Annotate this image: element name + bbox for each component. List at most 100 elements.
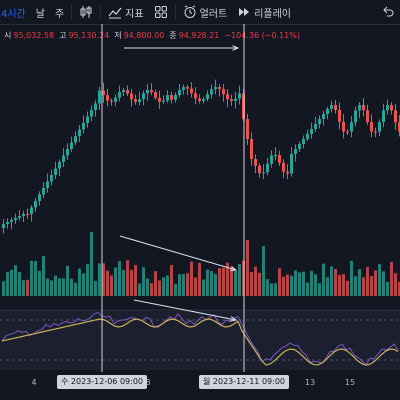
volume-bar — [186, 273, 189, 296]
volume-bar — [82, 273, 85, 296]
candle-body — [74, 136, 77, 143]
candle-body — [302, 139, 305, 144]
candle-body — [282, 162, 285, 172]
price-chart[interactable] — [0, 24, 400, 372]
candle-body — [398, 122, 400, 132]
change-value: −104.36 (−0.11%) — [224, 31, 300, 40]
volume-bar — [338, 274, 341, 296]
indicators-button[interactable]: 지표 — [103, 0, 148, 24]
volume-bar — [202, 279, 205, 296]
candle-body — [198, 98, 201, 101]
candle-body — [142, 93, 145, 100]
volume-bar — [134, 264, 137, 296]
volume-bar — [178, 274, 181, 296]
candle-body — [2, 224, 5, 228]
volume-bar — [274, 283, 277, 296]
volume-bar — [294, 270, 297, 296]
volume-bar — [66, 265, 69, 296]
volume-bar — [318, 283, 321, 296]
candle-body — [382, 110, 385, 123]
volume-bar — [254, 266, 257, 296]
candle-body — [294, 149, 297, 154]
candle-body — [162, 100, 165, 102]
volume-bar — [382, 271, 385, 296]
volume-bar — [258, 272, 261, 296]
candle-body — [154, 92, 157, 98]
volume-bar — [322, 263, 325, 296]
volume-bar — [34, 261, 37, 296]
candle-body — [258, 165, 261, 174]
volume-bar — [350, 260, 353, 296]
ohlc-legend: 시 95,032.58 고 95,130.24 저 94,800.00 종 94… — [4, 30, 303, 41]
volume-bar — [298, 272, 301, 296]
candle-body — [230, 99, 233, 101]
compare-day-label: 날 — [35, 8, 45, 20]
volume-bar — [354, 276, 357, 296]
candle-body — [346, 131, 349, 133]
volume-bar — [262, 246, 265, 296]
candle-body — [218, 87, 221, 90]
annotation-arrow — [133, 299, 237, 321]
volume-bar — [226, 262, 229, 296]
indicators-label: 지표 — [125, 8, 144, 20]
candle-body — [278, 155, 281, 163]
compare-day-button[interactable]: 날 — [31, 0, 50, 24]
candle-body — [118, 92, 121, 98]
volume-bar — [174, 283, 177, 296]
annotation-arrow — [119, 235, 237, 271]
candle-body — [290, 154, 293, 174]
candle-body — [22, 214, 25, 216]
crosshair-time-label: 수 2023-12-06 09:00 — [57, 375, 147, 389]
volume-bar — [370, 275, 373, 296]
volume-bar — [18, 272, 21, 296]
candle-body — [54, 168, 57, 175]
candle-body — [70, 142, 73, 149]
candle-body — [26, 214, 29, 215]
volume-bar — [194, 277, 197, 296]
oscillator-line — [1, 311, 399, 366]
volume-bar — [106, 270, 109, 296]
candle-body — [386, 105, 389, 111]
candle-body — [178, 89, 181, 96]
volume-bar — [342, 274, 345, 296]
candle-body — [274, 155, 277, 157]
open-key: 시 — [4, 31, 12, 40]
high-key: 고 — [59, 31, 67, 40]
undo-button[interactable] — [376, 0, 400, 24]
chart-type-button[interactable] — [74, 0, 98, 24]
time-tick: 13 — [304, 378, 316, 387]
volume-bar — [130, 269, 133, 296]
candle-body — [58, 162, 61, 169]
volume-bar — [234, 270, 237, 296]
interval-button[interactable]: 4시간 — [0, 0, 31, 24]
candle-body — [354, 110, 357, 123]
volume-bar — [198, 262, 201, 296]
candle-body — [82, 123, 85, 130]
candle-body — [158, 97, 161, 102]
candle-body — [98, 90, 101, 104]
compare-week-button[interactable]: 주 — [50, 0, 69, 24]
candle-body — [190, 88, 193, 94]
alert-button[interactable]: 얼러트 — [178, 0, 233, 24]
candle-body — [206, 94, 209, 100]
volume-bar — [170, 265, 173, 296]
volume-bar — [162, 277, 165, 296]
volume-bar — [238, 264, 241, 296]
candle-body — [326, 109, 329, 114]
candle-body — [234, 98, 237, 101]
volume-bar — [390, 261, 393, 296]
indicators-icon — [108, 5, 122, 19]
volume-bar — [122, 269, 125, 296]
volume-bar — [142, 267, 145, 296]
candle-body — [50, 175, 53, 182]
volume-bar — [114, 267, 117, 296]
toolbar-right — [376, 0, 400, 24]
candle-body — [182, 87, 185, 90]
candle-body — [14, 218, 17, 220]
interval-label: 4시간 — [1, 8, 26, 20]
replay-button[interactable]: 리플레이 — [232, 0, 296, 24]
candle-body — [298, 144, 301, 149]
volume-bar — [222, 267, 225, 296]
layouts-button[interactable] — [149, 0, 173, 24]
candle-body — [266, 163, 269, 173]
